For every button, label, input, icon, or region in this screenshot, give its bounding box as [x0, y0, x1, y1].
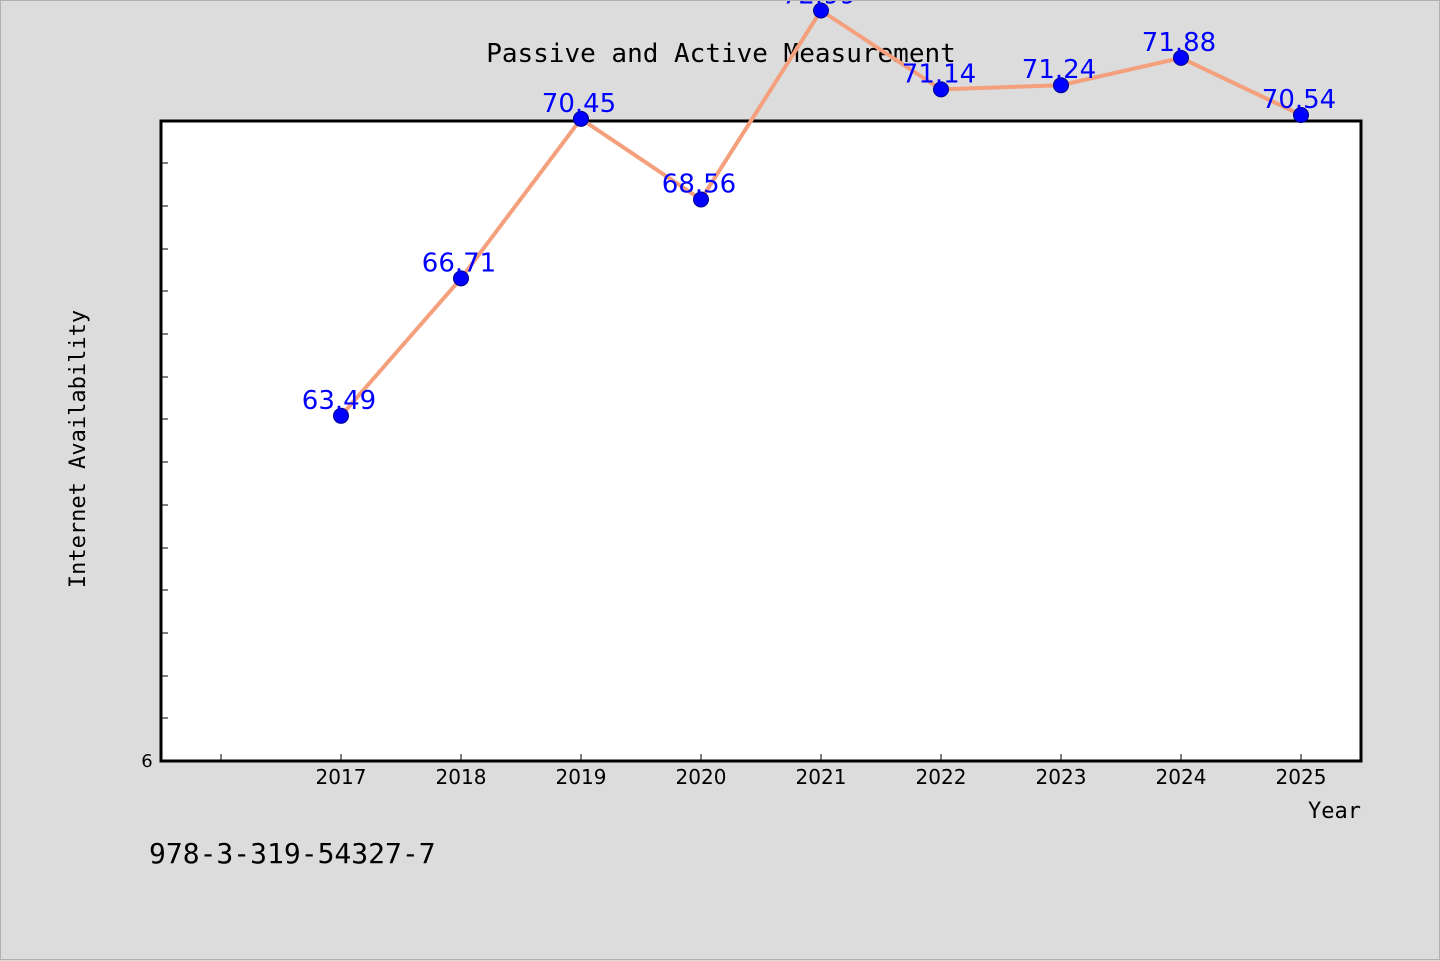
data-label: 63.49 — [302, 386, 376, 416]
y-axis-ticks — [161, 162, 168, 719]
x-tick-label: 2023 — [1036, 765, 1087, 789]
x-tick-label: 2022 — [916, 765, 967, 789]
footer-text: 978-3-319-54327-7 — [149, 837, 436, 870]
data-label: 71.24 — [1022, 55, 1096, 85]
data-point — [333, 407, 349, 424]
x-tick-label: 2024 — [1156, 765, 1207, 789]
data-label: 71.14 — [902, 59, 976, 89]
x-tick-label: 2017 — [316, 765, 367, 789]
data-point — [933, 81, 949, 98]
x-axis-label: Year — [1308, 799, 1361, 824]
x-tick-label: 2019 — [556, 765, 607, 789]
x-tick-label: 2018 — [436, 765, 487, 789]
plot-area — [159, 119, 1363, 763]
x-axis-ticks: 2017 2018 2019 2020 2021 2022 2023 2024 2025 — [220, 754, 1327, 789]
x-tick-label: 2025 — [1276, 765, 1327, 789]
series-group: 63.49 66.71 70.45 68.56 72.99 71.14 71.24 71.88… — [302, 1, 1336, 424]
data-point — [453, 270, 469, 287]
x-tick-label: 2020 — [676, 765, 727, 789]
data-label: 72.99 — [782, 1, 856, 11]
y-axis-label: Internet Availability — [66, 310, 91, 588]
data-label: 70.45 — [542, 89, 616, 119]
data-point — [1053, 77, 1069, 94]
data-point — [1293, 107, 1309, 123]
data-label: 66.71 — [422, 248, 496, 278]
data-label: 68.56 — [662, 170, 736, 200]
data-point — [693, 191, 709, 208]
x-tick-label: 2021 — [796, 765, 847, 789]
chart-title: Passive and Active Measurement — [486, 39, 956, 69]
y-tick-label: 6 — [141, 751, 152, 772]
data-point — [1173, 49, 1189, 66]
data-label: 71.88 — [1142, 28, 1216, 58]
data-point — [573, 110, 589, 127]
data-point — [813, 2, 829, 19]
data-label: 70.54 — [1262, 85, 1336, 115]
